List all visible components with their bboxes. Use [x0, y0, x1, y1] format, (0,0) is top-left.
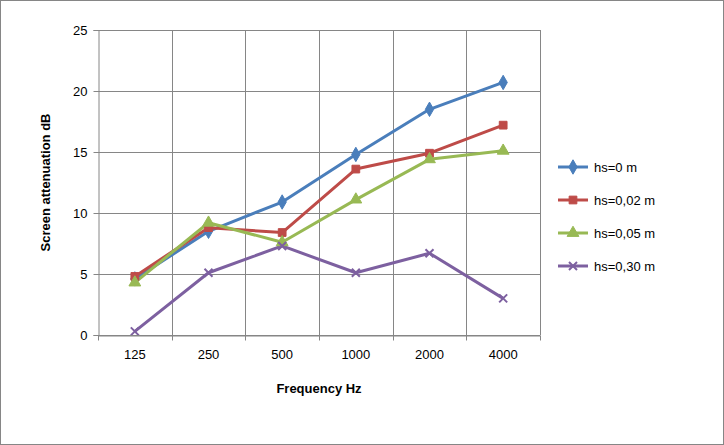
y-tick: 0 [80, 328, 98, 343]
legend-marker [567, 226, 579, 236]
category-divider [393, 30, 394, 335]
series-line [135, 151, 503, 283]
y-tick-label: 5 [80, 267, 87, 282]
chart: 0 5 10 15 20 25 125 250 500 1000 2000 4000 Frequency… [0, 0, 724, 445]
y-tick-mark [94, 91, 99, 92]
x-tick: 250 [198, 336, 220, 362]
category-divider [466, 30, 467, 335]
series-marker [278, 195, 286, 209]
y-tick-mark [94, 213, 99, 214]
chart-border [1, 1, 724, 445]
x-tick: 500 [271, 336, 293, 362]
series-marker [352, 147, 360, 161]
x-axis: 125 250 500 1000 2000 4000 [99, 336, 541, 362]
category-tick [393, 336, 394, 341]
x-tick-label: 4000 [489, 347, 518, 362]
y-axis-line [94, 31, 100, 336]
x-tick-label: 250 [198, 347, 220, 362]
y-tick-mark [94, 335, 99, 336]
x-tick: 1000 [341, 336, 370, 362]
category-tick [245, 336, 246, 341]
y-tick: 10 [73, 206, 98, 221]
y-tick: 5 [80, 267, 98, 282]
category-divider [540, 30, 541, 335]
y-grid [98, 31, 540, 336]
y-tick-label: 25 [73, 23, 87, 38]
legend-marker [569, 262, 577, 270]
x-tick: 4000 [489, 336, 518, 362]
category-tick [319, 336, 320, 341]
y-tick-mark [94, 152, 99, 153]
y-axis-title: Screen attenuation dB [38, 114, 53, 252]
series-marker [352, 269, 360, 277]
category-divider [319, 30, 320, 335]
series-marker [205, 269, 213, 277]
x-tick: 125 [124, 336, 146, 362]
y-axis: 0 5 10 15 20 25 [73, 23, 99, 343]
series-marker [426, 249, 434, 257]
legend-label: hs=0,30 m [594, 259, 655, 274]
y-tick-label: 10 [73, 206, 87, 221]
series-marker [425, 102, 433, 116]
series-marker [499, 121, 507, 129]
legend-item: hs=0,05 m [558, 226, 655, 241]
legend-item: hs=0,30 m [558, 259, 655, 274]
legend-label: hs=0,05 m [594, 226, 655, 241]
series-marker [497, 144, 509, 154]
series-marker [129, 276, 141, 286]
series-marker [276, 235, 288, 245]
series-marker [350, 193, 362, 203]
category-tick [540, 336, 541, 341]
legend: hs=0 m hs=0,02 m hs=0,05 m hs=0,30 m [558, 160, 655, 274]
y-tick-mark [94, 30, 99, 31]
series-marker [352, 165, 360, 173]
x-tick-label: 1000 [341, 347, 370, 362]
x-tick-label: 500 [271, 347, 293, 362]
y-tick-label: 0 [80, 328, 87, 343]
y-tick: 25 [73, 23, 98, 38]
category-divider [245, 30, 246, 335]
series-line [135, 246, 503, 331]
x-tick-label: 2000 [415, 347, 444, 362]
series-marker [278, 242, 286, 250]
x-tick-label: 125 [124, 347, 146, 362]
series-line [135, 125, 503, 276]
y-tick-label: 20 [73, 84, 87, 99]
category-tick [466, 336, 467, 341]
y-tick-mark [94, 274, 99, 275]
y-tick-label: 15 [73, 145, 87, 160]
y-tick: 15 [73, 145, 98, 160]
x-axis-title: Frequency Hz [276, 381, 362, 396]
series-marker [424, 153, 436, 163]
category-divider [172, 30, 173, 335]
series-line [135, 82, 503, 278]
x-grid [173, 30, 541, 335]
legend-marker [569, 196, 577, 204]
series-marker [131, 327, 139, 335]
series-marker [499, 75, 507, 89]
series-marker [203, 216, 215, 226]
category-tick [98, 336, 99, 341]
series-marker [499, 294, 507, 302]
legend-label: hs=0 m [594, 160, 637, 175]
x-tick: 2000 [415, 336, 444, 362]
legend-item: hs=0 m [558, 160, 637, 175]
legend-marker [569, 160, 577, 174]
y-tick: 20 [73, 84, 98, 99]
legend-item: hs=0,02 m [558, 193, 655, 208]
plot-marks [129, 75, 509, 335]
legend-label: hs=0,02 m [594, 193, 655, 208]
category-tick [172, 336, 173, 341]
